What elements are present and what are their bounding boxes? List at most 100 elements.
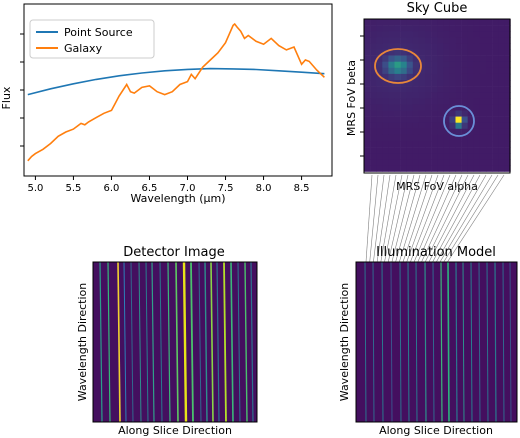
- sky-cube-pixel: [425, 25, 432, 32]
- sky-cube-pixel: [370, 37, 377, 44]
- sky-cube-pixel: [364, 80, 371, 87]
- sky-cube-pixel: [400, 147, 407, 154]
- sky-cube-pixel: [412, 25, 420, 32]
- sky-cube-pixel: [479, 153, 487, 160]
- sky-cube-pixel: [370, 80, 377, 87]
- sky-cube-pixel: [437, 122, 444, 130]
- sky-cube-pixel: [504, 165, 511, 172]
- sky-cube-pixel: [443, 128, 450, 136]
- sky-cube-pixel: [431, 43, 438, 50]
- sky-cube-pixel: [467, 25, 475, 32]
- sky-cube-pixel: [492, 134, 499, 142]
- detector-stripe: [151, 261, 155, 423]
- sky-cube-pixel: [455, 92, 462, 99]
- sky-cube-pixel: [376, 134, 383, 142]
- sky-cube-pixel: [479, 37, 487, 44]
- sky-cube-pixel: [412, 104, 420, 111]
- sky-cube-pixel: [418, 55, 426, 62]
- sky-cube-pixel: [382, 147, 389, 154]
- sky-cube-pixel: [492, 141, 499, 148]
- sky-cube-pixel: [449, 122, 456, 130]
- sky-cube-pixel: [498, 165, 505, 172]
- sky-cube-pixel: [455, 110, 462, 117]
- sky-cube-pixel: [449, 147, 456, 154]
- sky-cube-pixel: [479, 92, 487, 99]
- mapping-line: [399, 174, 427, 263]
- sky-cube-pixel: [455, 165, 462, 172]
- illumination-stripe: [424, 261, 427, 423]
- illumination-stripe: [470, 261, 473, 423]
- illumination-model-panel: Illumination Model Along Slice Direction…: [338, 245, 518, 437]
- sky-cube-pixel: [498, 116, 505, 123]
- sky-cube-pixel: [394, 116, 401, 123]
- sky-cube-pixel: [376, 104, 383, 111]
- sky-cube-pixel: [473, 122, 481, 130]
- sky-cube-pixel: [388, 98, 395, 105]
- sky-cube-pixel: [473, 19, 481, 26]
- sky-cube-pixel: [431, 116, 438, 123]
- sky-cube-pixel: [431, 122, 438, 130]
- sky-cube-pixel: [412, 80, 420, 87]
- sky-cube-pixel: [473, 43, 481, 50]
- sky-cube-pixel: [473, 55, 481, 62]
- sky-cube-pixel: [455, 147, 462, 154]
- sky-cube-pixel: [388, 31, 395, 38]
- sky-cube-pixel: [492, 110, 499, 117]
- sky-cube-pixel: [492, 25, 499, 32]
- sky-cube-pixel: [492, 43, 499, 50]
- sky-cube-pixel: [449, 80, 456, 87]
- sky-cube-pixel: [364, 159, 371, 166]
- illumination-stripe: [502, 261, 505, 423]
- sky-cube-pixel: [400, 49, 407, 56]
- sky-cube-pixel: [461, 55, 468, 62]
- mapping-line: [406, 174, 439, 263]
- sky-cube-pixel: [382, 92, 389, 99]
- sky-cube-pixel: [461, 49, 468, 56]
- detector-stripe: [204, 261, 208, 423]
- sky-cube-pixel: [479, 128, 487, 136]
- sky-cube-pixel: [437, 159, 444, 166]
- sky-cube-pixel: [431, 37, 438, 44]
- illumination-background: [356, 262, 517, 422]
- sky-cube-pixel: [461, 134, 468, 142]
- sky-cube-pixel: [467, 86, 475, 93]
- sky-cube-pixel: [412, 61, 420, 69]
- sky-cube-pixel: [486, 43, 493, 50]
- sky-cube-pixel: [479, 159, 487, 166]
- sky-cube-pixel: [382, 122, 389, 130]
- sky-cube-pixel: [388, 122, 395, 130]
- sky-cube-pixel: [376, 92, 383, 99]
- sky-cube-pixel: [388, 37, 395, 44]
- sky-cube-pixel: [479, 43, 487, 50]
- mapping-line: [443, 174, 499, 263]
- sky-cube-pixel: [388, 128, 395, 136]
- sky-cube-pixel: [443, 73, 450, 81]
- sky-cube-pixel: [400, 37, 407, 44]
- sky-cube-pixel: [370, 104, 377, 111]
- sky-cube-pixel: [504, 153, 511, 160]
- sky-cube-pixel: [382, 86, 389, 93]
- sky-cube-pixel: [388, 141, 395, 148]
- spectrum-y-ticks: [20, 33, 24, 147]
- sky-cube-pixel: [504, 141, 511, 148]
- sky-cube-pixel: [455, 19, 462, 26]
- sky-cube-pixel: [461, 80, 468, 87]
- sky-cube-pixel: [449, 37, 456, 44]
- sky-cube-pixel: [364, 31, 371, 38]
- sky-cube-pixel: [431, 86, 438, 93]
- detector-stripe: [159, 261, 163, 423]
- sky-cube-pixel: [455, 153, 462, 160]
- sky-cube-pixel: [376, 55, 383, 62]
- sky-cube-pixel: [382, 110, 389, 117]
- sky-cube-pixel: [370, 147, 377, 154]
- detector-stripe: [138, 261, 142, 423]
- sky-cube-pixel: [473, 153, 481, 160]
- sky-cube-pixel: [492, 165, 499, 172]
- sky-cube-pixel: [437, 67, 444, 75]
- illumination-stripe: [455, 261, 458, 423]
- sky-cube-pixel: [467, 31, 475, 38]
- x-tick-label: 8.0: [256, 183, 272, 194]
- sky-cube-pixel: [504, 19, 511, 26]
- sky-cube-pixel: [498, 61, 505, 69]
